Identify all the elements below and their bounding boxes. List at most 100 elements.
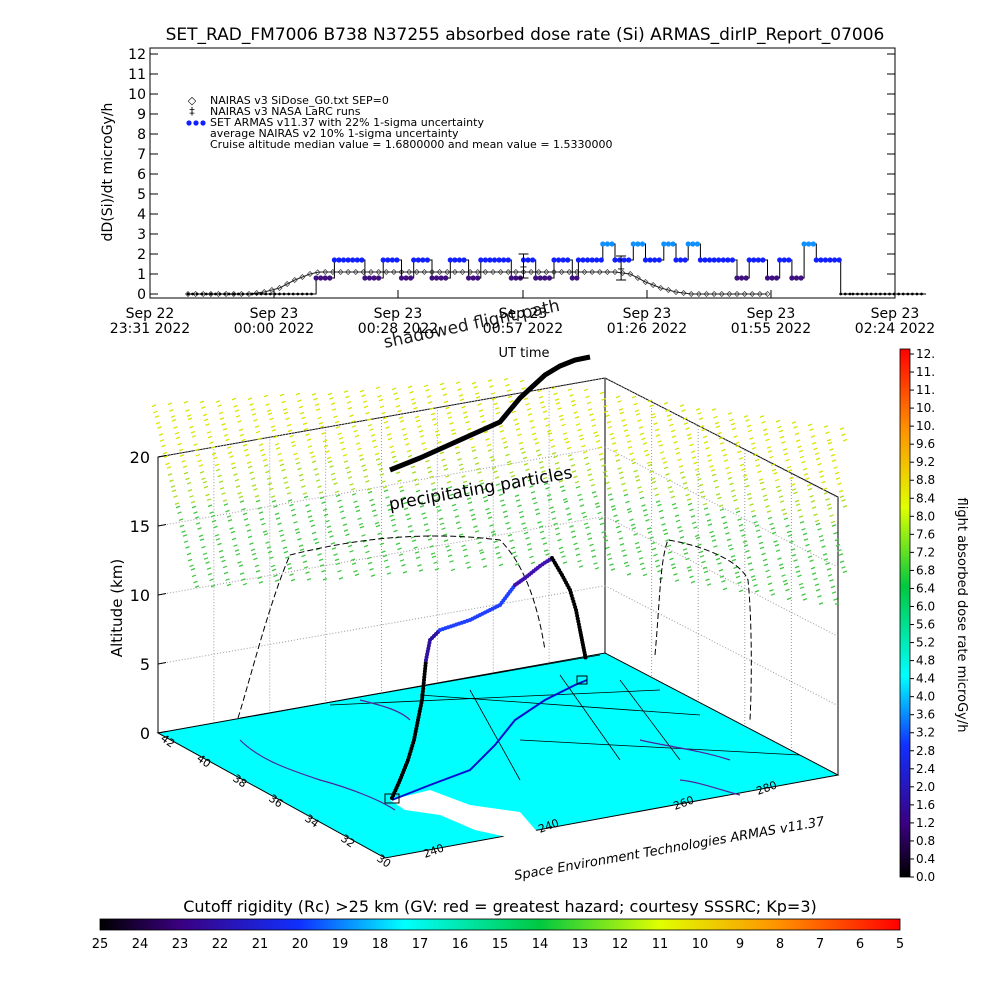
- particle-dash: [281, 539, 286, 543]
- particle-dash: [709, 530, 714, 534]
- particle-dash: [575, 423, 581, 426]
- particle-dash: [579, 437, 585, 441]
- particle-dash: [642, 573, 648, 577]
- particle-dash: [275, 446, 281, 450]
- armas-point: [415, 257, 421, 263]
- particle-dash: [378, 468, 384, 471]
- particle-dash: [810, 566, 816, 570]
- particle-dash: [259, 517, 265, 521]
- particle-dash: [473, 456, 478, 460]
- particle-dash: [831, 524, 837, 527]
- armas-point: [359, 257, 365, 263]
- nairas-point: [612, 269, 618, 275]
- right-colorbar-tick-label: 10.: [916, 419, 935, 433]
- particle-dash: [742, 474, 748, 477]
- particle-dash: [455, 521, 461, 525]
- particle-dash: [626, 440, 632, 443]
- particle-dash: [179, 454, 185, 457]
- particle-dash: [713, 479, 718, 483]
- particle-dash: [201, 545, 206, 549]
- particle-dash: [181, 530, 186, 534]
- particle-dash: [741, 534, 746, 537]
- particle-dash: [577, 428, 582, 432]
- particle-dash: [759, 415, 765, 418]
- particle-dash: [406, 517, 412, 521]
- nairas-point: [375, 269, 382, 275]
- particle-dash: [698, 483, 704, 487]
- y-tick-label: 4: [137, 207, 146, 223]
- shadow-path-right: [654, 539, 752, 721]
- particle-dash: [430, 412, 436, 416]
- nairas-point: [207, 291, 214, 297]
- particle-dash: [658, 509, 664, 513]
- particle-dash: [698, 550, 704, 554]
- particle-dash: [517, 504, 522, 508]
- particle-dash: [666, 479, 672, 483]
- particle-dash: [541, 470, 546, 473]
- particle-dash: [431, 488, 437, 491]
- armas-point: [291, 292, 295, 296]
- particle-dash: [183, 471, 189, 475]
- particle-dash: [777, 557, 782, 561]
- particle-dash: [445, 474, 450, 478]
- particle-dash: [594, 434, 600, 438]
- particle-dash: [198, 534, 204, 538]
- particle-dash: [190, 500, 196, 504]
- particle-dash: [742, 540, 748, 543]
- particle-dash: [729, 418, 734, 422]
- particle-dash: [621, 418, 626, 422]
- nairas-point: [390, 269, 397, 275]
- particle-dash: [618, 537, 624, 540]
- particle-dash: [610, 505, 616, 508]
- armas-point: [621, 257, 627, 263]
- particle-dash: [237, 561, 242, 564]
- particle-dash: [762, 558, 768, 562]
- armas-point: [901, 292, 905, 296]
- particle-dash: [226, 583, 232, 587]
- particle-dash: [199, 400, 205, 404]
- particle-dash: [289, 434, 294, 438]
- particle-dash: [786, 597, 792, 601]
- particle-dash: [370, 574, 376, 578]
- particle-dash: [709, 464, 714, 468]
- particle-dash: [750, 509, 756, 513]
- right-colorbar-tick-label: 8.4: [916, 491, 935, 505]
- particle-dash: [635, 479, 641, 482]
- particle-dash: [399, 559, 405, 562]
- particle-dash: [447, 416, 453, 419]
- particle-dash: [495, 483, 501, 486]
- particle-dash: [457, 388, 462, 391]
- particle-dash: [823, 558, 829, 561]
- particle-dash: [535, 449, 541, 452]
- particle-dash: [210, 584, 216, 588]
- altitude-tick: [157, 524, 167, 527]
- armas-point: [513, 275, 519, 281]
- particle-dash: [769, 522, 774, 526]
- particle-dash: [751, 446, 757, 450]
- particle-dash: [542, 476, 548, 480]
- particle-dash: [401, 496, 406, 500]
- particle-dash: [214, 463, 220, 467]
- particle-dash: [395, 542, 401, 546]
- particle-dash: [781, 574, 786, 577]
- particle-dash: [458, 533, 464, 537]
- particle-dash: [561, 489, 566, 493]
- armas-point: [461, 257, 467, 263]
- particle-dash: [662, 528, 668, 532]
- particle-dash: [633, 469, 638, 473]
- particle-dash: [673, 573, 678, 576]
- particle-dash: [263, 464, 269, 467]
- x-tick-label-date: Sep 23: [250, 306, 299, 322]
- nairas-point: [406, 269, 413, 275]
- particle-dash: [161, 444, 166, 448]
- armas-point: [354, 257, 360, 263]
- particle-dash: [638, 556, 644, 560]
- particle-dash: [730, 554, 736, 558]
- particle-dash: [425, 388, 430, 392]
- nairas-point: [558, 269, 565, 275]
- particle-dash: [217, 542, 222, 546]
- armas-point: [501, 257, 507, 263]
- armas-point: [223, 292, 227, 296]
- particle-dash: [537, 453, 542, 457]
- particle-dash: [341, 447, 346, 451]
